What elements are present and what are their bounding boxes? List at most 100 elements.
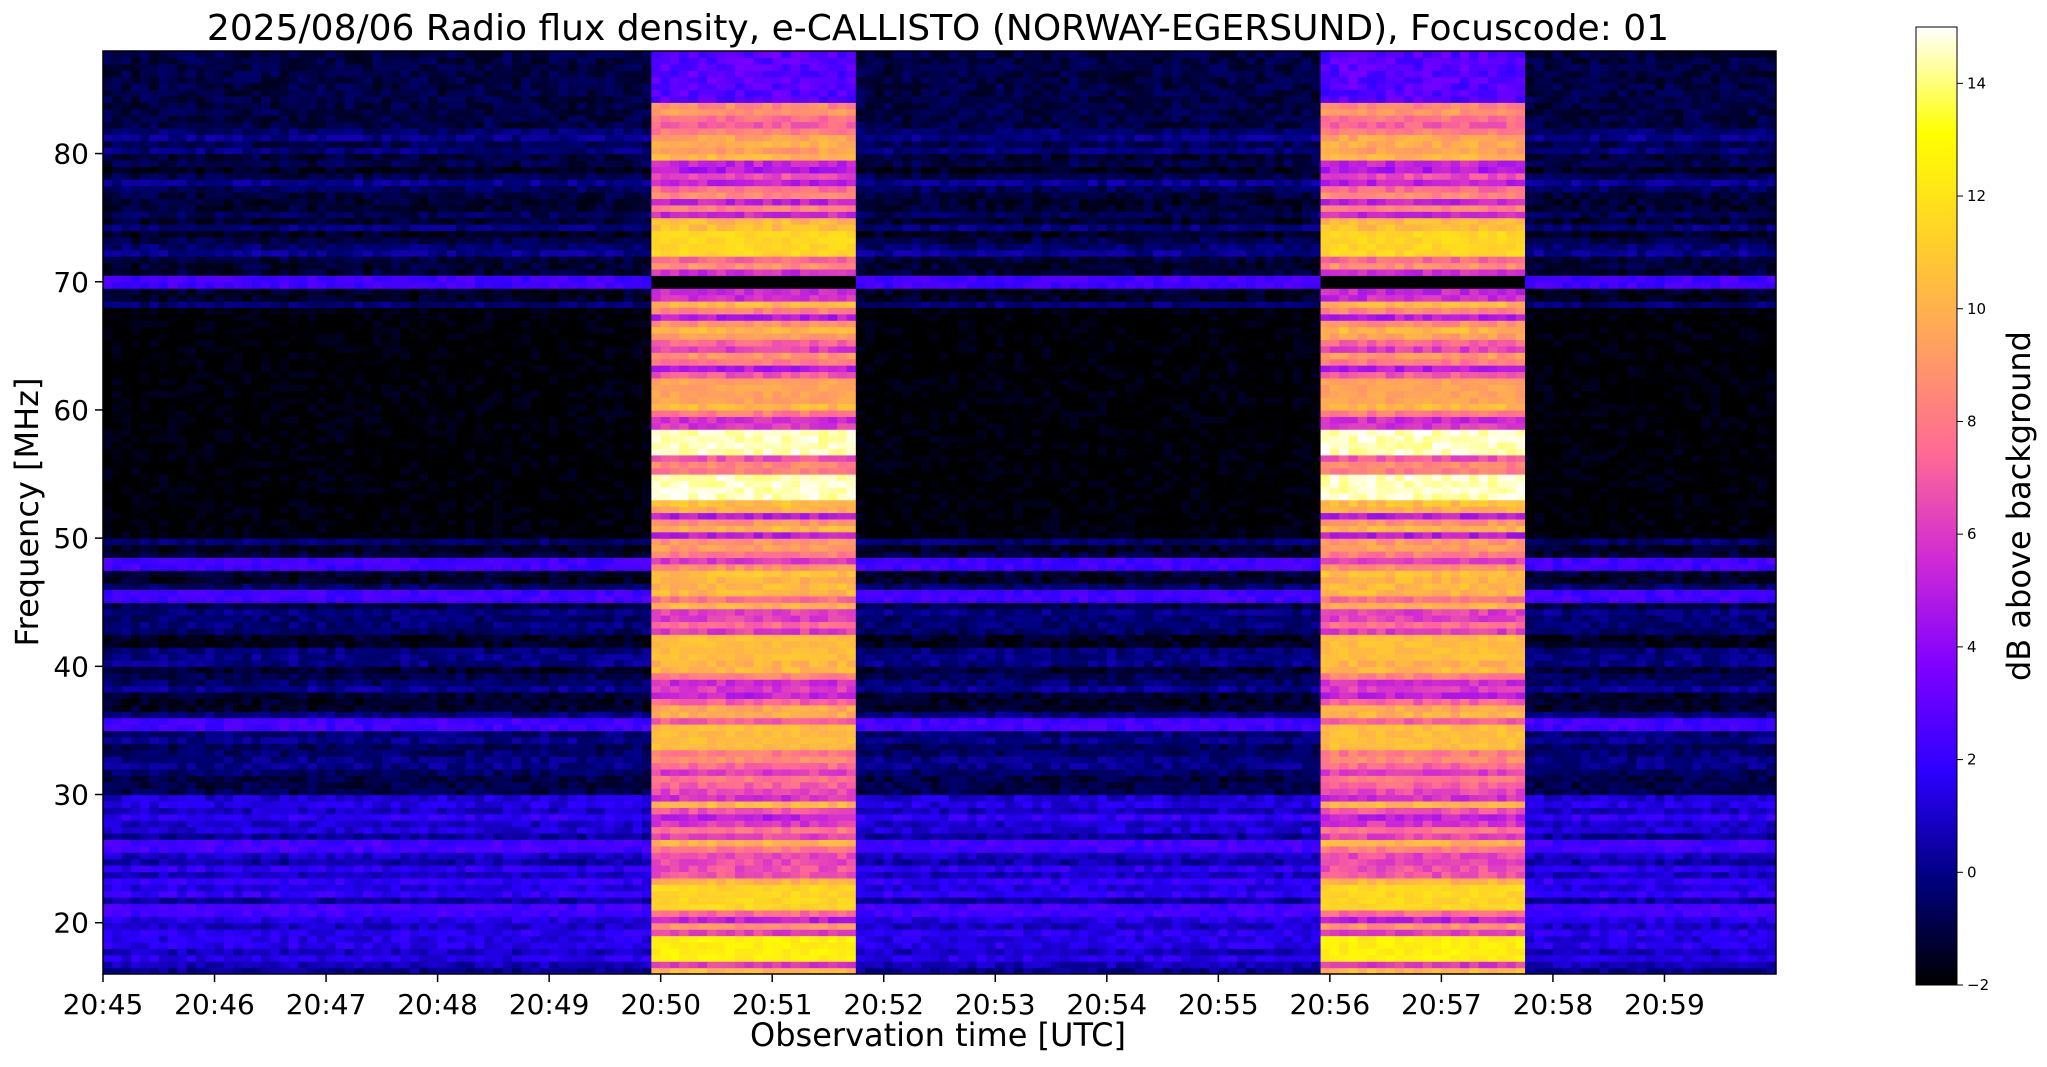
heatmap-cell xyxy=(353,820,364,828)
heatmap-cell xyxy=(205,595,216,603)
heatmap-cell xyxy=(344,557,355,565)
heatmap-cell xyxy=(279,435,290,443)
heatmap-cell xyxy=(177,115,188,123)
heatmap-cell xyxy=(130,666,141,674)
heatmap-cell xyxy=(149,961,160,969)
heatmap-cell xyxy=(363,127,374,135)
heatmap-cell xyxy=(168,781,178,789)
heatmap-cell xyxy=(409,820,420,828)
heatmap-cell xyxy=(363,422,374,430)
heatmap-cell xyxy=(223,371,234,379)
heatmap-cell xyxy=(112,467,123,475)
heatmap-cell xyxy=(419,557,429,565)
heatmap-cell xyxy=(419,749,429,757)
heatmap-cell xyxy=(177,743,188,751)
heatmap-cell xyxy=(140,326,151,334)
heatmap-cell xyxy=(177,429,188,437)
heatmap-cell xyxy=(195,416,206,424)
heatmap-cell xyxy=(344,717,355,725)
heatmap-cell xyxy=(261,948,271,956)
heatmap-cell xyxy=(344,230,355,238)
heatmap-cell xyxy=(381,377,392,385)
heatmap-cell xyxy=(140,365,151,373)
heatmap-cell xyxy=(242,685,253,693)
heatmap-cell xyxy=(149,333,160,341)
heatmap-cell xyxy=(298,102,309,110)
heatmap-cell xyxy=(149,717,160,725)
heatmap-cell xyxy=(400,775,411,783)
heatmap-cell xyxy=(205,544,216,552)
heatmap-cell xyxy=(140,127,151,135)
heatmap-cell xyxy=(103,961,113,969)
heatmap-cell xyxy=(186,127,197,135)
heatmap-cell xyxy=(419,544,429,552)
heatmap-cell xyxy=(335,858,346,866)
heatmap-cell xyxy=(177,345,188,353)
heatmap-cell xyxy=(233,768,244,776)
heatmap-cell xyxy=(344,76,355,84)
heatmap-cell xyxy=(409,762,420,770)
heatmap-cell xyxy=(195,525,206,533)
heatmap-cell xyxy=(251,115,262,123)
heatmap-cell xyxy=(400,531,411,539)
heatmap-cell xyxy=(363,217,374,225)
heatmap-cell xyxy=(158,448,169,456)
heatmap-cell xyxy=(400,858,411,866)
heatmap-cell xyxy=(140,230,151,238)
heatmap-cell xyxy=(381,435,392,443)
heatmap-cell xyxy=(103,538,113,546)
heatmap-cell xyxy=(186,102,197,110)
heatmap-cell xyxy=(261,179,271,187)
heatmap-cell xyxy=(298,57,309,65)
heatmap-cell xyxy=(251,538,262,546)
heatmap-cell xyxy=(372,127,383,135)
heatmap-cell xyxy=(205,704,216,712)
heatmap-cell xyxy=(205,320,216,328)
heatmap-cell xyxy=(177,275,188,283)
heatmap-cell xyxy=(400,800,411,808)
heatmap-cell xyxy=(233,884,244,892)
heatmap-cell xyxy=(242,583,253,591)
heatmap-cell xyxy=(140,717,151,725)
heatmap-cell xyxy=(140,70,151,78)
heatmap-cell xyxy=(400,666,411,674)
heatmap-cell xyxy=(279,698,290,706)
heatmap-cell xyxy=(335,365,346,373)
heatmap-cell xyxy=(279,807,290,815)
heatmap-cell xyxy=(298,563,309,571)
heatmap-cell xyxy=(168,339,178,347)
heatmap-cell xyxy=(288,95,299,103)
heatmap-cell xyxy=(270,941,281,949)
heatmap-cell xyxy=(400,621,411,629)
heatmap-cell xyxy=(400,922,411,930)
heatmap-cell xyxy=(149,89,160,97)
heatmap-cell xyxy=(177,749,188,757)
heatmap-cell xyxy=(149,390,160,398)
heatmap-cell xyxy=(140,435,151,443)
heatmap-cell xyxy=(270,890,281,898)
heatmap-cell xyxy=(344,409,355,417)
heatmap-cell xyxy=(298,493,309,501)
heatmap-cell xyxy=(261,121,271,129)
heatmap-cell xyxy=(223,288,234,296)
heatmap-cell xyxy=(223,435,234,443)
heatmap-cell xyxy=(112,826,123,834)
heatmap-cell xyxy=(177,916,188,924)
heatmap-cell xyxy=(158,627,169,635)
heatmap-cell xyxy=(223,884,234,892)
heatmap-cell xyxy=(316,249,327,257)
heatmap-cell xyxy=(400,224,411,232)
heatmap-cell xyxy=(103,224,113,232)
heatmap-cell xyxy=(242,909,253,917)
heatmap-cell xyxy=(195,268,206,276)
heatmap-cell xyxy=(400,544,411,552)
heatmap-cell xyxy=(177,826,188,834)
heatmap-cell xyxy=(242,948,253,956)
heatmap-cell xyxy=(353,416,364,424)
heatmap-cell xyxy=(409,147,420,155)
heatmap-cell xyxy=(270,127,281,135)
heatmap-cell xyxy=(344,281,355,289)
heatmap-cell xyxy=(344,800,355,808)
heatmap-cell xyxy=(177,967,188,974)
heatmap-cell xyxy=(223,967,234,974)
